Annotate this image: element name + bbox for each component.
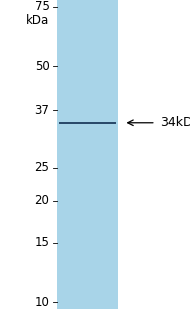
Text: Western Blot: Western Blot — [70, 0, 158, 3]
Text: 20: 20 — [35, 194, 49, 207]
Bar — [57, 0, 118, 309]
Bar — [59, 122, 116, 124]
Text: 15: 15 — [35, 236, 49, 249]
Text: kDa: kDa — [26, 14, 49, 27]
Text: 50: 50 — [35, 60, 49, 73]
Text: 25: 25 — [35, 161, 49, 174]
Text: 37: 37 — [35, 104, 49, 117]
Text: 10: 10 — [35, 296, 49, 309]
Text: 34kDa: 34kDa — [160, 116, 190, 129]
Text: 75: 75 — [35, 0, 49, 13]
